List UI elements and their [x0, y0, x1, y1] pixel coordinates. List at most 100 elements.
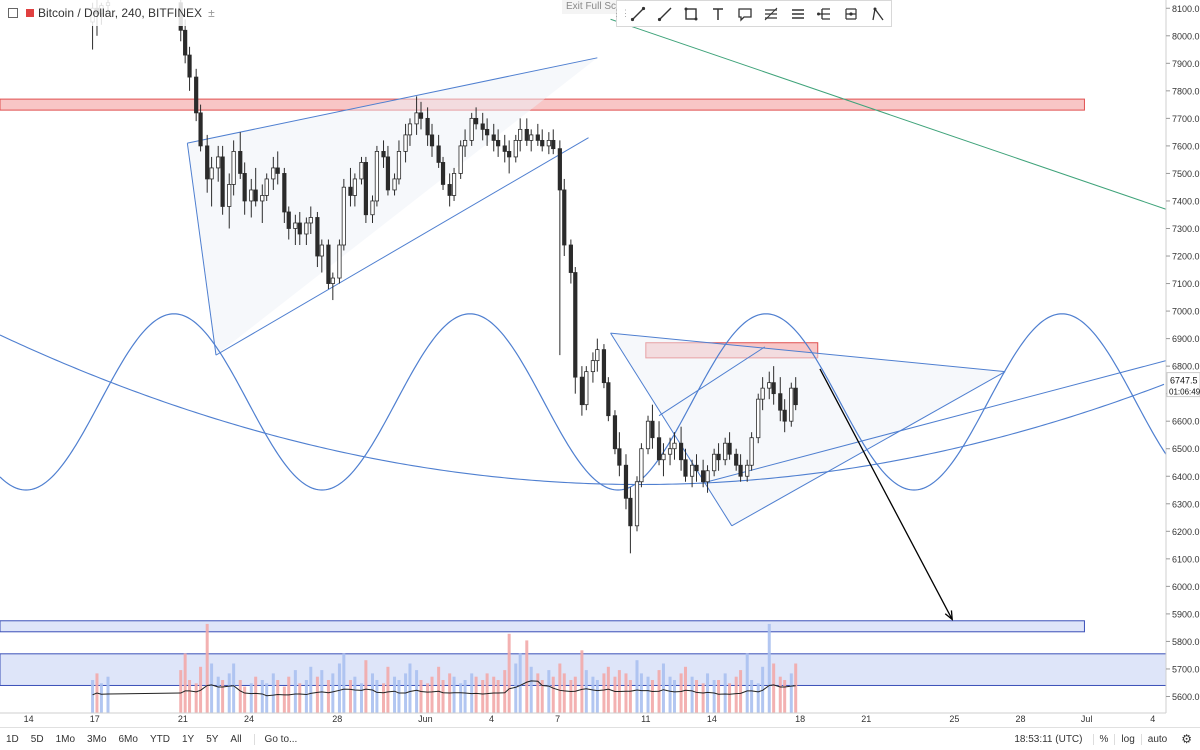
range-1y[interactable]: 1Y [181, 733, 195, 745]
range-1d[interactable]: 1D [6, 733, 19, 745]
auto-toggle[interactable]: auto [1140, 733, 1173, 745]
candle-body [584, 371, 589, 406]
volume-bar [221, 680, 225, 713]
volume-bar [430, 676, 434, 713]
candle-body [337, 244, 342, 279]
volume-bar [772, 663, 776, 713]
range-all[interactable]: All [230, 733, 242, 745]
price-tick-label: 5900.0 [1172, 609, 1200, 619]
log-toggle[interactable]: log [1114, 733, 1140, 745]
pattern-icon[interactable] [864, 1, 891, 26]
range-3mo[interactable]: 3Mo [87, 733, 107, 745]
volume-bar [348, 680, 352, 713]
range-5y[interactable]: 5Y [206, 733, 219, 745]
volume-bar [551, 676, 555, 713]
price-tick-label: 7000.0 [1172, 307, 1200, 317]
price-tick-label: 7400.0 [1172, 196, 1200, 206]
candle-body [385, 156, 391, 191]
candle-body [436, 145, 441, 163]
candle-body [601, 349, 607, 384]
range-ytd[interactable]: YTD [149, 733, 170, 745]
candle-body [546, 139, 551, 147]
candle-body [756, 398, 761, 439]
range-6mo[interactable]: 6Mo [118, 733, 138, 745]
trend-line-icon[interactable] [625, 1, 652, 26]
volume-bar [232, 663, 236, 713]
candle-body [595, 349, 600, 362]
candle-body [617, 448, 622, 466]
candle-body [183, 29, 188, 56]
price-tick-label: 6400.0 [1172, 472, 1200, 482]
ray-icon[interactable] [652, 1, 679, 26]
candle-body [238, 151, 243, 174]
volume-bar [706, 673, 710, 713]
volume-bar [337, 663, 341, 713]
candle-body [606, 382, 611, 417]
volume-bar [573, 676, 577, 713]
volume-bar [661, 663, 665, 713]
goto-button[interactable]: Go to... [253, 733, 308, 745]
channel-icon[interactable] [785, 1, 812, 26]
candle-body [462, 139, 468, 147]
candle-body [557, 148, 562, 191]
candle-body [198, 112, 203, 147]
candle-body [319, 244, 324, 257]
volume-bar [745, 653, 749, 713]
volume-bar [518, 653, 522, 713]
volume-bar [205, 623, 209, 713]
candle-body [579, 376, 584, 406]
pitchfork-icon[interactable] [811, 1, 838, 26]
symbol-title[interactable]: Bitcoin / Dollar, 240, BITFINEX [38, 6, 203, 20]
text-icon[interactable] [705, 1, 732, 26]
volume-bar [426, 683, 430, 713]
candle-body [425, 117, 430, 136]
candle-body [727, 442, 732, 455]
volume-bar [584, 670, 588, 713]
range-1mo[interactable]: 1Mo [55, 733, 76, 745]
volume-bar [547, 670, 551, 713]
volume-bar [529, 666, 533, 713]
range-5d[interactable]: 5D [30, 733, 44, 745]
rectangle-icon[interactable] [678, 1, 705, 26]
volume-bar [723, 673, 727, 713]
gear-icon[interactable]: ⚙ [1181, 732, 1192, 746]
candle-body [568, 244, 573, 273]
candle-body [573, 272, 578, 378]
time-tick-label: 14 [707, 714, 717, 724]
candle-body [782, 409, 787, 422]
price-tick-label: 6600.0 [1172, 417, 1200, 427]
volume-bar [613, 676, 617, 713]
volume-bar [188, 680, 192, 713]
candle-body [414, 112, 419, 125]
candle-body [341, 186, 346, 246]
volume-bar [628, 680, 632, 713]
candle-body [639, 448, 644, 483]
callout-icon[interactable] [731, 1, 758, 26]
trendline [186, 143, 217, 356]
collapse-icon[interactable] [8, 8, 18, 18]
volume-bar [342, 653, 346, 713]
candle-body [590, 360, 596, 373]
time-tick-label: 28 [1016, 714, 1026, 724]
chart-header: Bitcoin / Dollar, 240, BITFINEX ± [0, 0, 260, 26]
volume-bar [419, 680, 423, 713]
fib-retracement-icon[interactable] [758, 1, 785, 26]
candle-body [348, 186, 353, 196]
utc-clock: 18:53:11 (UTC) [1014, 733, 1083, 745]
candle-body [645, 420, 651, 450]
toolbar-grip-icon[interactable]: ⋮⋮ [612, 8, 630, 18]
percent-toggle[interactable]: % [1092, 733, 1115, 745]
candle-body [451, 173, 457, 196]
price-tick-label: 7500.0 [1172, 169, 1200, 179]
volume-bar [441, 680, 445, 713]
countdown-label: 01:06:49 [1169, 388, 1200, 397]
volume-bar [364, 660, 368, 713]
candle-body [778, 393, 783, 411]
gann-icon[interactable] [838, 1, 865, 26]
volume-bar [750, 680, 754, 713]
candle-body [491, 134, 496, 141]
volume-bar [635, 660, 639, 713]
wedge-fill [187, 57, 598, 356]
